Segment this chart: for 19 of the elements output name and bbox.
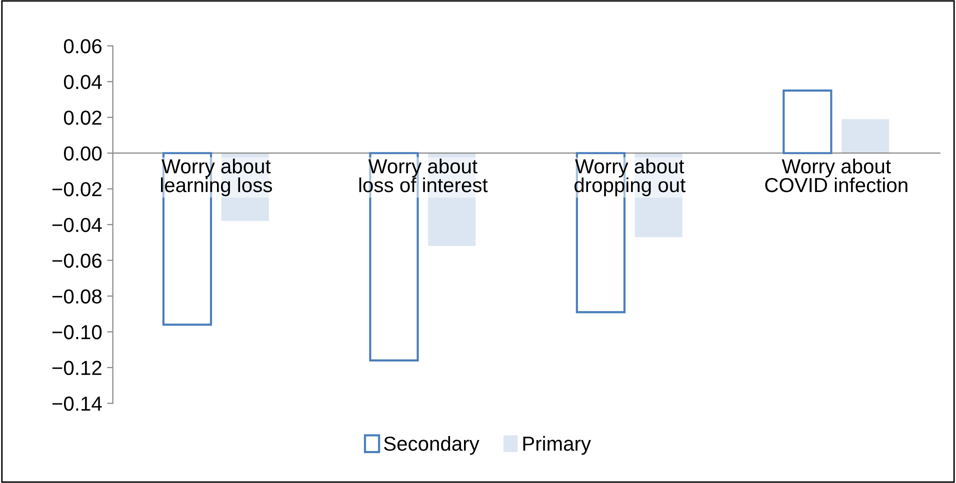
y-tick-label: 0.06 — [64, 39, 102, 54]
legend-label: Secondary — [384, 436, 480, 455]
x-tick-label: Worry about loss of interest — [359, 158, 488, 192]
y-tick-label: −0.06 — [52, 254, 102, 268]
x-tick-label: Worry about dropping out — [574, 158, 686, 196]
x-tick-label: Worry about COVID infection — [765, 158, 908, 192]
y-tick-label: 0.00 — [64, 146, 102, 161]
y-tick-label: −0.12 — [52, 360, 102, 376]
y-tick-label: −0.10 — [52, 325, 102, 340]
y-tick-label: 0.04 — [64, 74, 102, 90]
x-tick-label: Worry about learning loss — [161, 158, 272, 196]
bar — [842, 119, 890, 154]
bar — [782, 90, 832, 154]
y-tick-label: −0.02 — [52, 182, 102, 196]
y-tick-label: −0.08 — [52, 289, 102, 304]
y-tick-label: 0.02 — [64, 110, 102, 125]
legend-label: Primary — [523, 436, 591, 455]
y-tick-label: −0.04 — [52, 218, 102, 232]
y-tick-label: −0.14 — [52, 396, 102, 411]
